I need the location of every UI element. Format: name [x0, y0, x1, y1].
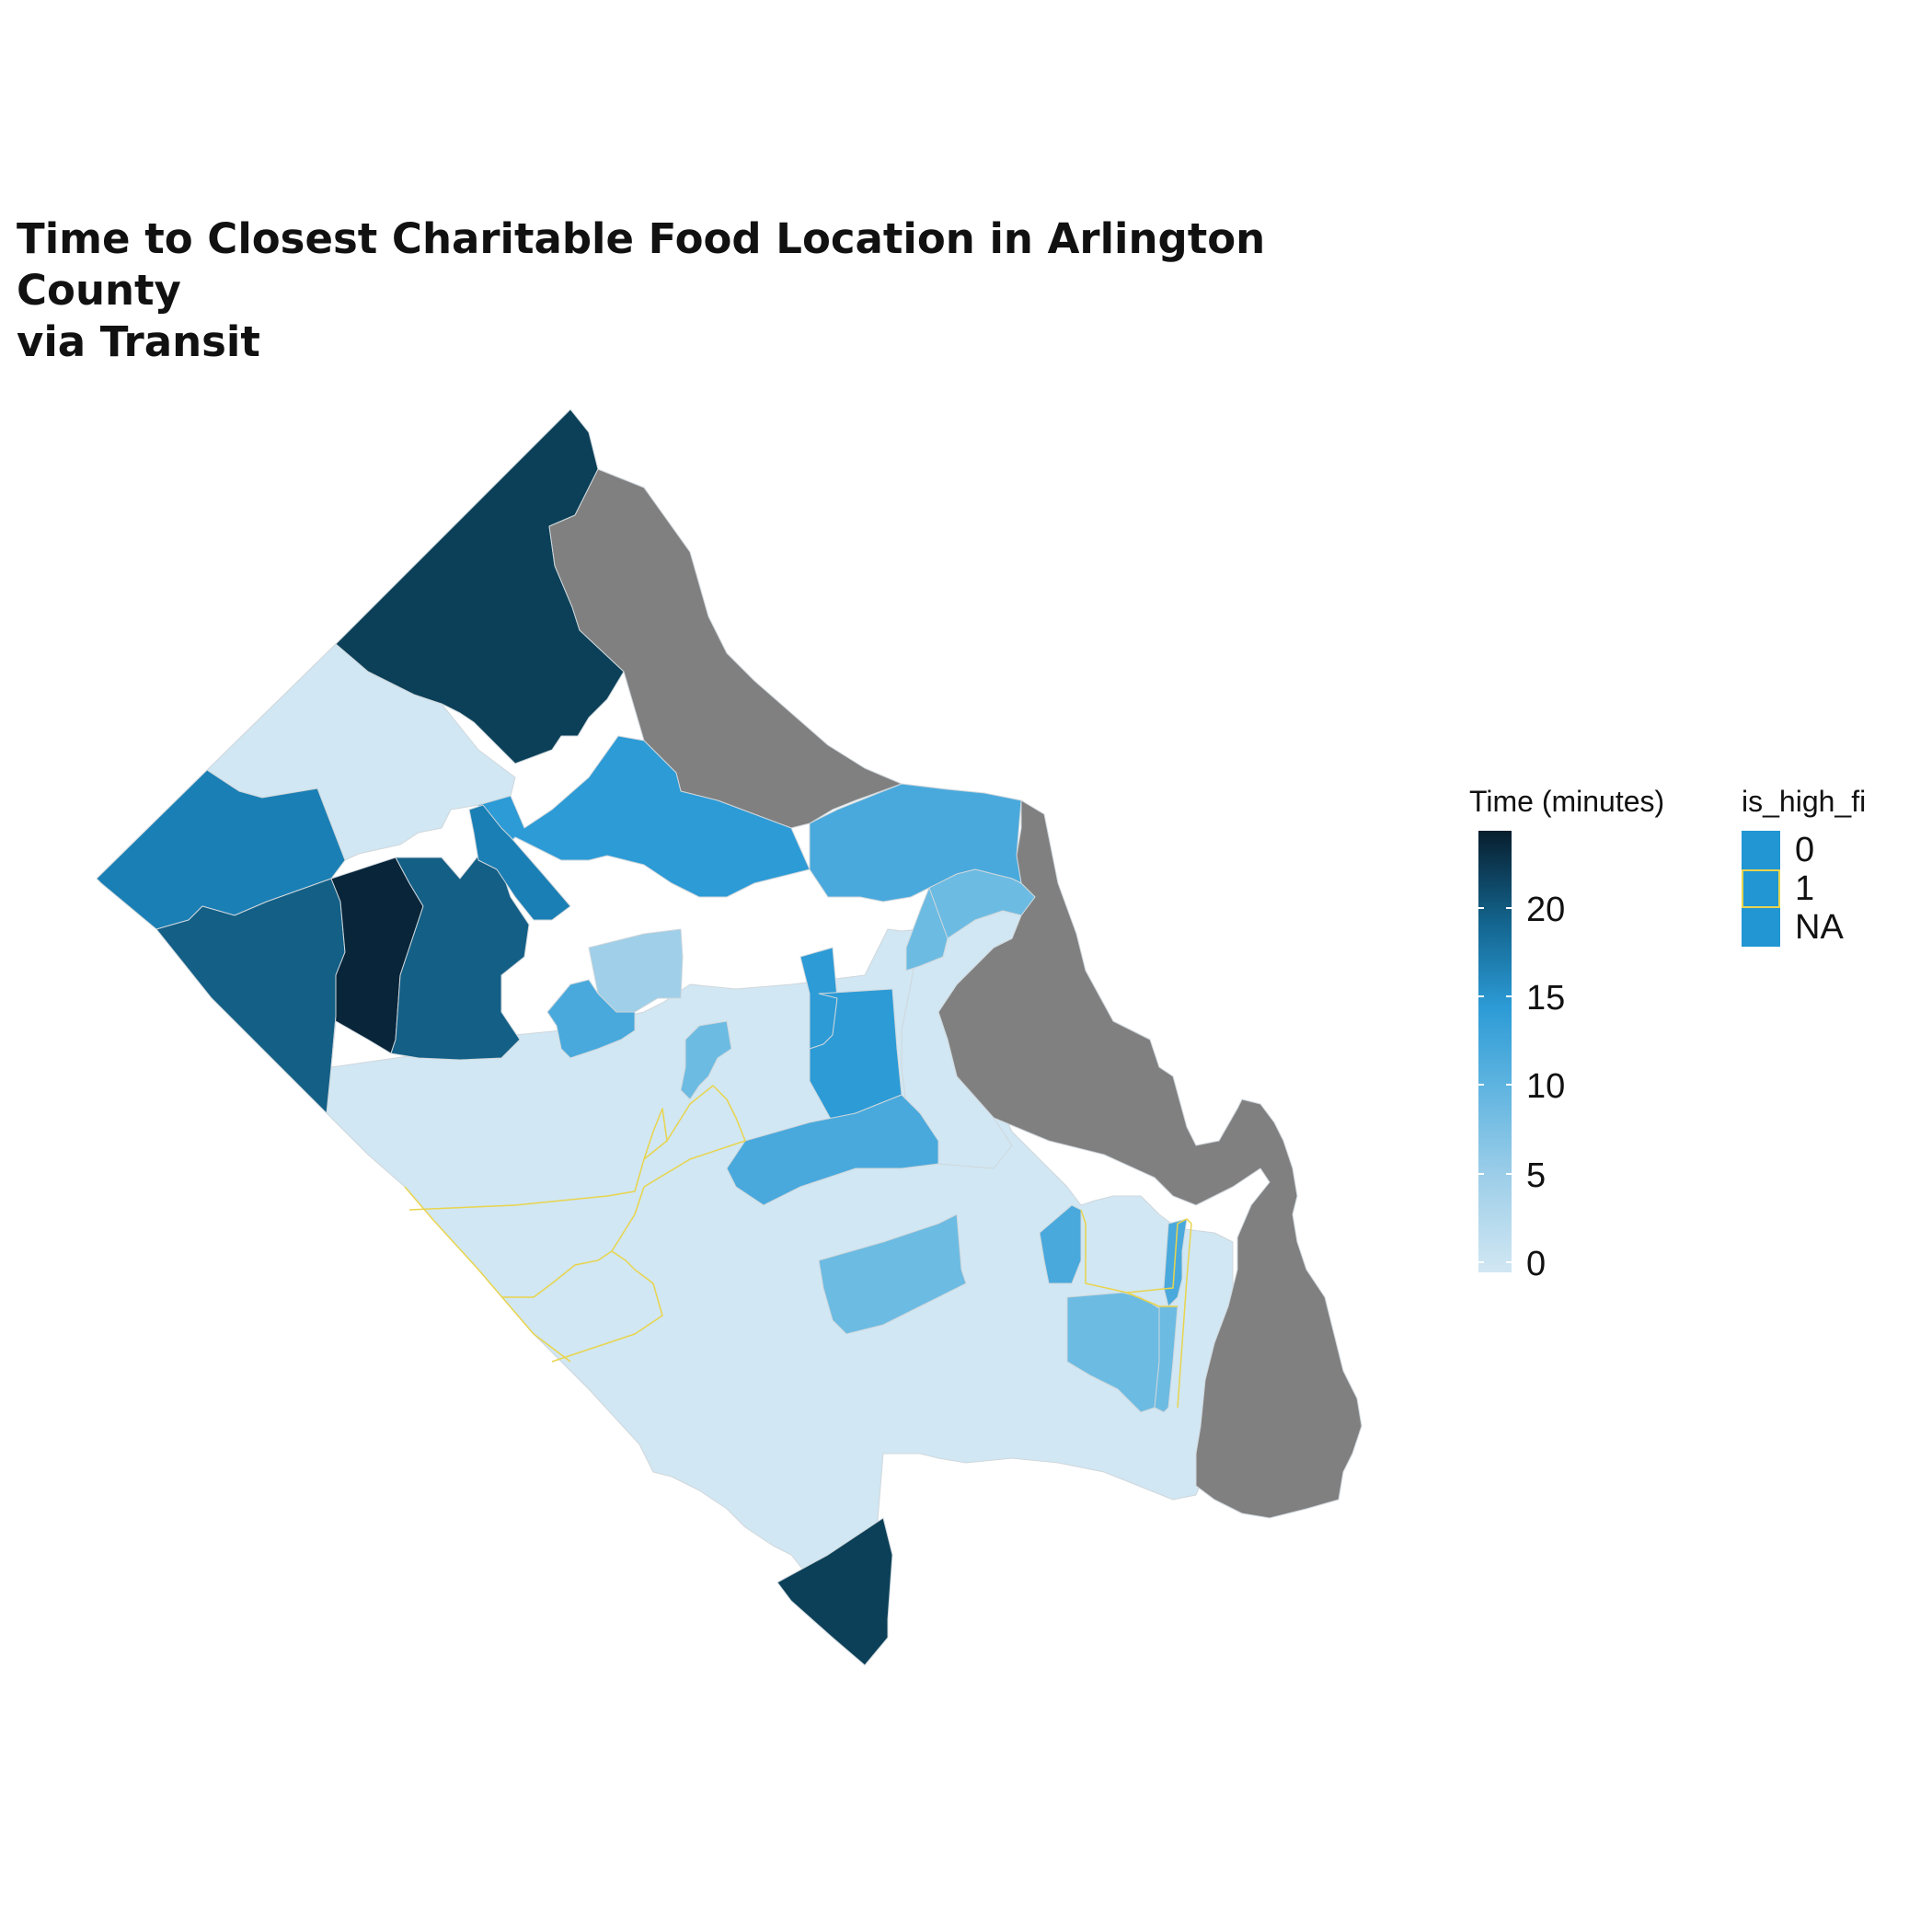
legend-time-title: Time (minutes) [1469, 785, 1665, 818]
region-central-tile-2 [546, 979, 636, 1059]
legend-fi-key-0 [1742, 831, 1780, 869]
region-south-central [818, 1213, 967, 1335]
title-line-1: Time to Closest Charitable Food Location… [17, 214, 1266, 315]
title-line-2: via Transit [17, 317, 260, 366]
fi-boundary-centre [643, 1085, 746, 1188]
region-mid-north [477, 735, 811, 898]
region-central-tile-1 [588, 928, 684, 1013]
region-central-east-wedge [905, 887, 949, 972]
legend-tick-15: 15 [1526, 979, 1566, 1018]
fi-boundary-east [1080, 1209, 1192, 1409]
fi-boundary-west-2 [501, 1186, 645, 1298]
legend-tick-10: 10 [1526, 1067, 1566, 1106]
legend-fi-key-1 [1742, 869, 1780, 908]
region-mid-tile [468, 804, 571, 921]
region-south-tip [776, 1517, 893, 1666]
fi-boundary-west-3 [551, 1250, 663, 1363]
legend-fi-label-na: NA [1795, 908, 1844, 947]
legend-tick-20: 20 [1526, 891, 1566, 929]
region-river-strip [901, 910, 1022, 1169]
region-central-tile-3 [680, 1020, 732, 1100]
legend-tick-0: 0 [1526, 1245, 1547, 1283]
region-east-tile-1 [1039, 1204, 1082, 1284]
region-east-tile-4 [1154, 1305, 1179, 1413]
fi-boundary-south-edge [404, 1186, 571, 1363]
legend-fi-key-na [1742, 908, 1780, 947]
fi-boundary-east-2 [1126, 1292, 1178, 1307]
legend-fi-title: is_high_fi [1742, 785, 1867, 818]
region-mid-south [726, 1094, 939, 1206]
legend-tick-5: 5 [1526, 1156, 1547, 1195]
fi-boundary-west [408, 1108, 668, 1211]
map-title: Time to Closest Charitable Food Location… [17, 213, 1397, 368]
legend-time-colorbar [1478, 831, 1512, 1272]
region-central-east-block [809, 988, 903, 1123]
legend-fi-label-1: 1 [1795, 869, 1815, 908]
legend-fi-label-0: 0 [1795, 831, 1815, 869]
